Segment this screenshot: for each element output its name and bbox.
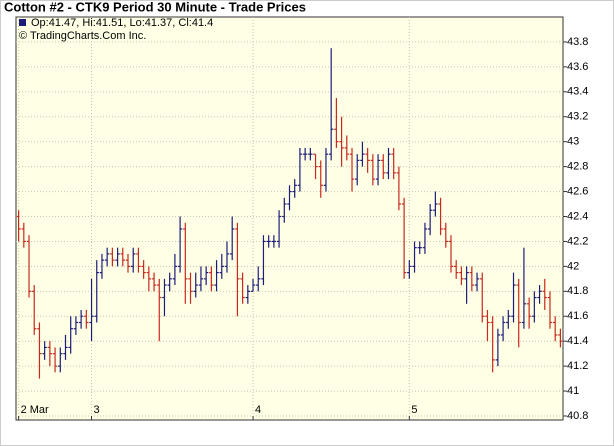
x-tick-label: 2 Mar <box>21 404 49 416</box>
copyright: © TradingCharts.Com Inc. <box>19 30 146 42</box>
x-tick-label: 3 <box>94 404 100 416</box>
y-tick-label: 42.6 <box>567 185 588 197</box>
y-tick-label: 43.4 <box>567 86 588 98</box>
y-tick-label: 41.6 <box>567 310 588 322</box>
plot-area <box>15 16 564 421</box>
y-tick-label: 40.8 <box>567 410 588 422</box>
x-tick-label: 4 <box>255 404 261 416</box>
y-tick-label: 43.8 <box>567 36 588 48</box>
y-tick-label: 42.8 <box>567 161 588 173</box>
chart-title: Cotton #2 - CTK9 Period 30 Minute - Trad… <box>4 0 306 14</box>
y-tick-label: 42 <box>567 260 579 272</box>
y-tick-label: 43.6 <box>567 61 588 73</box>
y-tick-label: 42.2 <box>567 235 588 247</box>
y-tick-label: 41.8 <box>567 285 588 297</box>
y-tick-label: 42.4 <box>567 210 588 222</box>
x-tick-label: 5 <box>411 404 417 416</box>
y-tick-label: 41.2 <box>567 360 588 372</box>
y-tick-label: 43 <box>567 136 579 148</box>
y-tick-label: 43.2 <box>567 111 588 123</box>
y-tick-label: 41.4 <box>567 335 588 347</box>
legend-text: Op:41.47, Hi:41.51, Lo:41.37, Cl:41.4 <box>31 17 213 29</box>
legend-swatch <box>19 19 26 26</box>
y-tick-label: 41 <box>567 385 579 397</box>
